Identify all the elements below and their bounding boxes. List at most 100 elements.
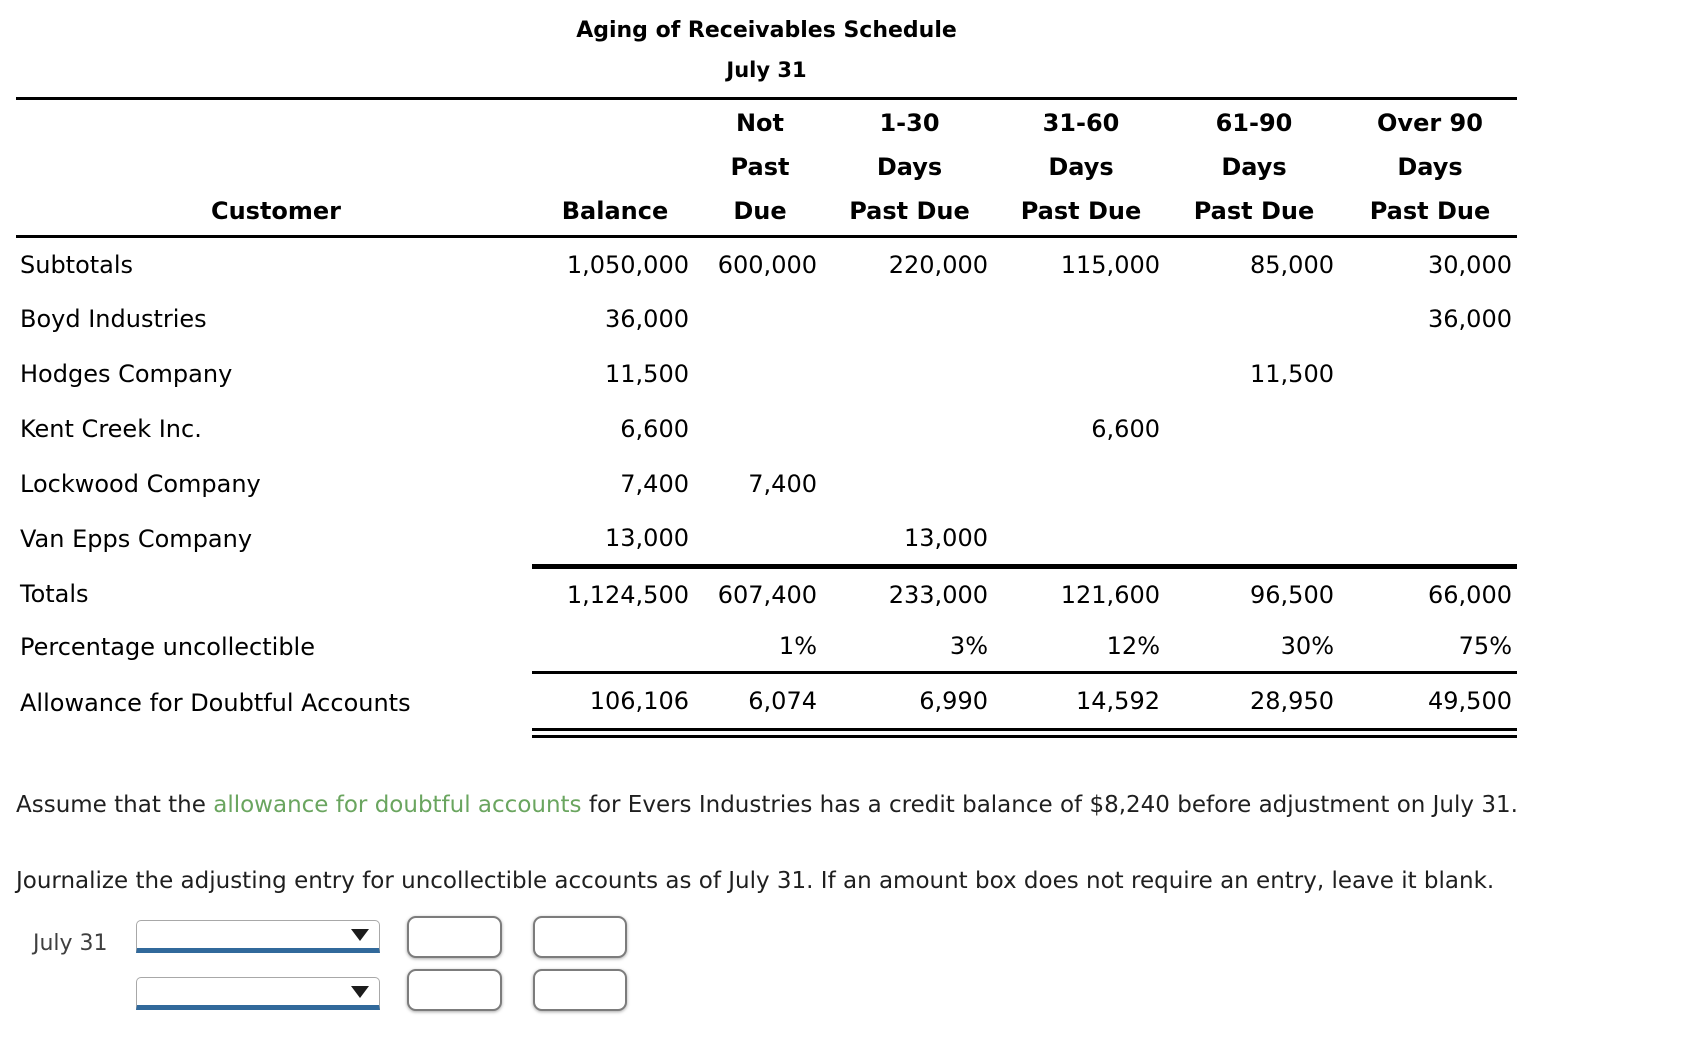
header-cell [532,99,694,146]
customer-name: Boyd Industries [20,305,207,333]
aging-of-receivables-table: Not 1-30 31-60 61-90 Over 90 Past Days D… [16,97,1517,738]
table-row-allowance: Allowance for Doubtful Accounts 106,106 … [16,672,1517,738]
amount-cell [1339,402,1517,457]
amount-cell: 600,000 [717,250,817,279]
assumption-prefix: Assume that the [16,792,214,818]
allowance-for-doubtful-accounts-link[interactable]: allowance for doubtful accounts [213,792,582,818]
amount-cell: 106,106 [532,672,694,738]
percent-cell: 75% [1339,620,1517,674]
customer-name: Kent Creek Inc. [20,415,202,443]
amount-cell: 6,074 [694,672,822,738]
schedule-date: July 31 [726,58,807,82]
amount-cell [822,457,993,512]
header-cell: 31-60 [1042,108,1120,137]
header-cell: Over 90 [1377,108,1483,137]
amount-cell: 7,400 [748,470,817,498]
amount-cell [694,347,822,402]
header-cell: Not [735,108,785,137]
amount-cell [694,402,822,457]
journal-account-select-row1[interactable] [136,920,380,953]
amount-cell: 6,600 [620,415,689,443]
journal-credit-input-row1[interactable] [533,916,627,958]
customer-column-header: Customer [16,187,532,238]
header-row-2: Past Days Days Days Days [16,146,1517,188]
balance-column-header: Balance [532,187,694,238]
amount-cell [822,402,993,457]
dropdown-arrow-icon [351,986,369,998]
amount-cell: 11,500 [605,360,689,388]
journal-debit-input-row1[interactable] [407,916,502,958]
row-label: Subtotals [20,250,134,279]
table-row-percentage: Percentage uncollectible 1% 3% 12% 30% 7… [16,620,1517,674]
amount-cell: 85,000 [1250,250,1334,279]
header-cell [16,146,532,188]
amount-cell: 13,000 [605,523,689,552]
amount-cell: 6,990 [822,672,993,738]
journal-account-select-row2[interactable] [136,977,380,1010]
journal-date-label: July 31 [33,931,108,956]
header-cell: Days [1048,152,1114,181]
amount-cell [694,292,822,347]
amount-cell: 49,500 [1339,672,1517,738]
instruction-text: Journalize the adjusting entry for uncol… [16,868,1495,894]
table-row-customer: Van Epps Company 13,000 13,000 [16,512,1517,567]
row-label: Totals [20,579,89,608]
journal-debit-input-row2[interactable] [407,969,502,1011]
dropdown-arrow-icon [351,929,369,941]
header-cell: Due [694,187,822,238]
row-label: Allowance for Doubtful Accounts [20,688,411,717]
amount-cell [822,292,993,347]
amount-cell [993,292,1165,347]
amount-cell [1339,347,1517,402]
header-cell [16,99,532,146]
row-label: Percentage uncollectible [20,632,315,661]
customer-name: Lockwood Company [20,470,261,498]
amount-cell: 14,592 [993,672,1165,738]
amount-cell: 36,000 [605,305,689,333]
journal-credit-input-row2[interactable] [533,969,627,1011]
percent-cell: 30% [1165,620,1339,674]
amount-cell [993,512,1165,567]
amount-cell [1165,512,1339,567]
amount-cell: 30,000 [1428,250,1512,279]
customer-name: Van Epps Company [20,525,253,553]
amount-cell [694,512,822,567]
amount-cell [1165,292,1339,347]
amount-cell [993,347,1165,402]
amount-cell: 36,000 [1428,305,1512,333]
amount-cell [1339,512,1517,567]
assumption-suffix: for Evers Industries has a credit balanc… [581,792,1518,818]
percent-cell: 1% [694,620,822,674]
header-cell: Past Due [1165,187,1339,238]
percent-cell: 3% [822,620,993,674]
header-row-1: Not 1-30 31-60 61-90 Over 90 [16,99,1517,146]
table-row-customer: Hodges Company 11,500 11,500 [16,347,1517,402]
amount-cell: 11,500 [1250,360,1334,388]
table-row-customer: Boyd Industries 36,000 36,000 [16,292,1517,347]
header-cell: Past Due [822,187,993,238]
amount-cell: 1,124,500 [532,564,694,621]
header-cell: 1-30 [879,108,940,137]
header-cell: Past Due [1339,187,1517,238]
amount-cell: 66,000 [1339,564,1517,621]
amount-cell: 13,000 [904,523,988,552]
table-row-subtotals: Subtotals 1,050,000 600,000 220,000 115,… [16,237,1517,292]
table-row-totals: Totals 1,124,500 607,400 233,000 121,600… [16,564,1517,621]
header-cell: Days [876,152,943,181]
header-cell: Days [1221,152,1287,181]
amount-cell: 607,400 [694,564,822,621]
percent-cell [532,620,694,674]
amount-cell: 115,000 [1060,250,1160,279]
schedule-title: Aging of Receivables Schedule [576,18,957,43]
amount-cell [1165,402,1339,457]
amount-cell: 28,950 [1165,672,1339,738]
assumption-text: Assume that the allowance for doubtful a… [16,792,1676,818]
amount-cell [993,457,1165,512]
header-cell: Past [730,152,790,181]
amount-cell: 1,050,000 [566,250,689,279]
amount-cell: 233,000 [822,564,993,621]
header-cell: 61-90 [1215,108,1293,137]
header-row-3: Customer Balance Due Past Due Past Due P… [16,187,1517,238]
amount-cell: 7,400 [620,470,689,498]
